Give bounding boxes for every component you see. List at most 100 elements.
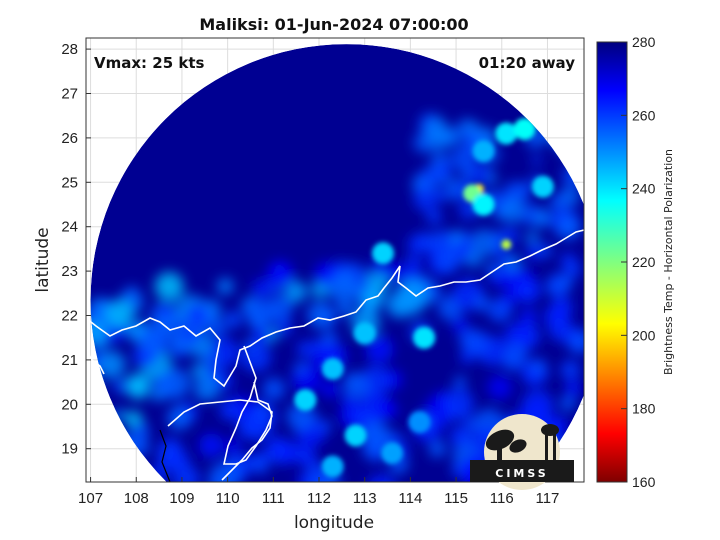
texture-blob (199, 433, 224, 458)
colorbar-tick-label: 220 (632, 254, 656, 270)
texture-blob (318, 420, 332, 433)
colorbar-tick-label: 240 (632, 181, 656, 197)
texture-blob (272, 262, 286, 276)
brightness-feature (472, 193, 495, 216)
y-tick-label: 23 (61, 263, 78, 280)
brightness-feature (413, 326, 436, 349)
x-tick-label: 111 (262, 490, 285, 507)
texture-blob (443, 388, 474, 420)
y-tick-label: 28 (61, 41, 78, 58)
texture-blob (525, 230, 540, 245)
texture-blob (459, 328, 483, 352)
texture-blob (348, 406, 366, 424)
colorbar-tick-label: 180 (632, 401, 656, 417)
y-tick-label: 26 (61, 130, 78, 147)
texture-blob (321, 330, 338, 346)
x-tick-label: 116 (490, 490, 514, 507)
texture-blob (560, 252, 577, 269)
texture-blob (449, 229, 466, 246)
texture-blob (131, 422, 150, 441)
x-tick-label: 109 (169, 490, 194, 507)
texture-blob (405, 254, 422, 272)
texture-blob (467, 121, 479, 133)
texture-blob (237, 413, 264, 440)
axes-frame (85, 37, 585, 483)
cimss-logo: CIMSS (470, 414, 574, 490)
y-tick-label: 20 (61, 396, 78, 413)
texture-blob (394, 284, 426, 316)
texture-blob (137, 326, 169, 357)
texture-blob (193, 375, 221, 402)
texture-blob (262, 377, 286, 401)
texture-blob (261, 446, 276, 462)
texture-blob (365, 335, 394, 364)
texture-blob (378, 399, 398, 419)
feature-layer (294, 118, 554, 478)
colorbar-label: Brightness Temp - Horizontal Polarizatio… (662, 149, 675, 375)
texture-blob (520, 308, 537, 326)
texture-blob (327, 272, 358, 303)
vmax-annotation: Vmax: 25 kts (94, 54, 204, 72)
texture-blob (459, 432, 474, 447)
colorbar-tick-label: 200 (632, 327, 656, 343)
texture-blob (201, 350, 217, 366)
texture-blob (531, 208, 551, 228)
texture-blob (560, 360, 581, 380)
x-tick-label: 112 (307, 490, 331, 507)
texture-blob (564, 379, 582, 397)
texture-blob (318, 308, 337, 327)
texture-blob (177, 321, 203, 347)
texture-blob (423, 116, 448, 141)
hainan-west-coast (159, 429, 171, 482)
x-tick-label: 115 (444, 490, 468, 507)
y-tick-label: 21 (61, 352, 78, 369)
brightness-feature (321, 357, 344, 380)
x-tick-label: 107 (78, 490, 103, 507)
y-tick-label: 25 (61, 174, 78, 191)
texture-blob (487, 172, 498, 184)
texture-blob (254, 403, 270, 420)
texture-blob (126, 286, 139, 299)
y-axis-label: latitude (33, 227, 53, 292)
texture-blob (293, 361, 308, 376)
texture-blob (529, 358, 547, 376)
texture-blob (97, 350, 126, 379)
texture-blob (191, 363, 207, 379)
texture-blob (150, 387, 166, 402)
texture-blob (172, 465, 200, 482)
texture-blob (245, 298, 276, 329)
colorbar-tick-label: 260 (632, 107, 656, 123)
svg-text:CIMSS: CIMSS (495, 467, 548, 480)
brightness-feature (408, 411, 431, 434)
texture-blob (515, 278, 541, 304)
texture-blob (251, 456, 269, 475)
y-tick-label: 22 (61, 308, 78, 325)
texture-blob (451, 464, 464, 477)
texture-blob (453, 375, 467, 389)
texture-blob (488, 230, 506, 248)
texture-blob (125, 372, 150, 398)
texture-blob (224, 310, 242, 329)
brightness-feature (472, 140, 495, 163)
brightness-feature (381, 442, 404, 465)
texture-blob (413, 186, 439, 212)
time-away-annotation: 01:20 away (479, 54, 576, 72)
texture-blob (504, 341, 528, 366)
y-tick-label: 24 (61, 219, 78, 236)
y-tick-label: 19 (61, 441, 78, 458)
x-axis: 107 108 109 110 111 112 113 114 115 116 117 (78, 477, 559, 507)
texture-blob (436, 187, 452, 202)
texture-blob (269, 282, 282, 295)
brightness-feature (513, 118, 536, 140)
texture-blob (415, 231, 435, 252)
texture-blob (158, 304, 172, 318)
texture-blob (284, 280, 307, 303)
x-tick-label: 113 (353, 490, 377, 507)
texture-blob (487, 375, 512, 400)
brightness-feature (344, 424, 367, 447)
brightness-feature (321, 455, 344, 478)
texture-blob (485, 262, 499, 275)
colorbar-tick-label: 160 (632, 474, 656, 490)
texture-blob (113, 379, 128, 394)
